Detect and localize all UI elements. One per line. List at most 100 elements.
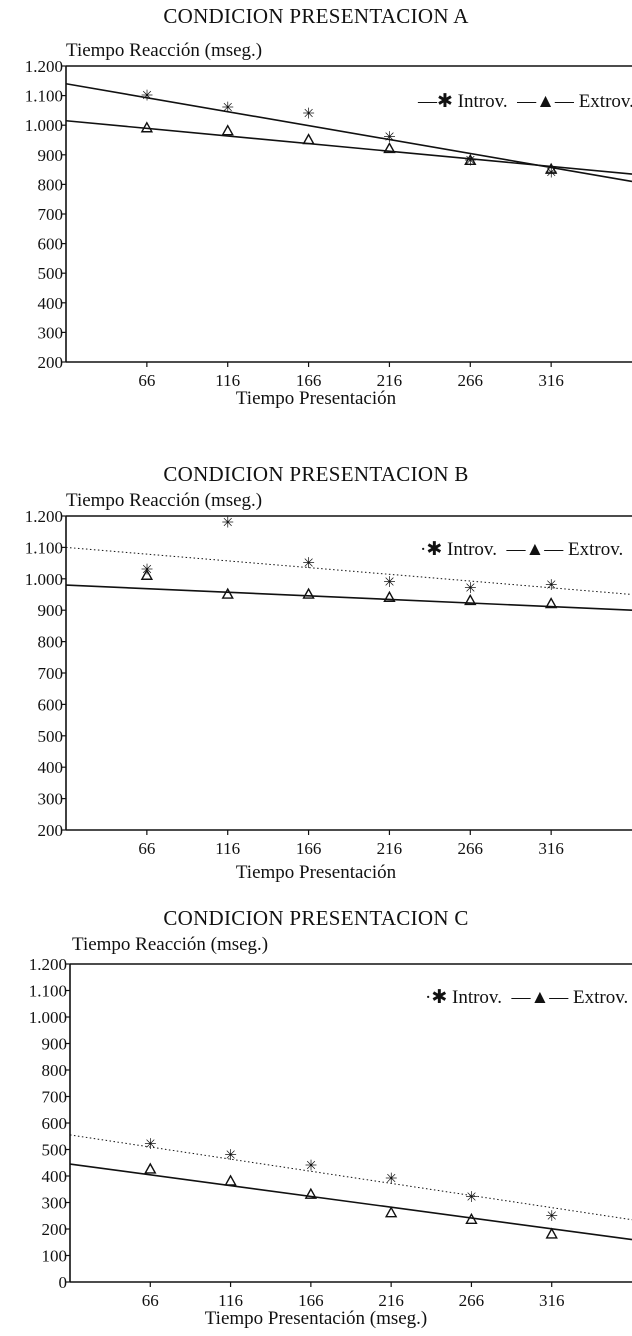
- introv-data-point: ✳: [545, 1207, 558, 1225]
- x-tick-label: 216: [377, 839, 403, 858]
- legend-star-marker: ·✱: [420, 539, 443, 560]
- extrov-data-point: [224, 1174, 237, 1186]
- introv-data-point: ✳: [464, 579, 477, 597]
- y-tick-label: 300: [38, 790, 64, 809]
- introv-trend-line: [65, 546, 632, 595]
- x-tick-label: 166: [296, 839, 322, 858]
- y-tick-label: 400: [42, 1167, 68, 1186]
- y-axis-label: Tiempo Reacción (mseg.): [72, 934, 269, 955]
- y-tick-label: 200: [38, 353, 64, 372]
- y-tick-label: 700: [38, 205, 64, 224]
- y-tick-label: 600: [38, 235, 64, 254]
- legend: ·✱ Introv. —▲— Extrov.: [420, 538, 623, 561]
- extrov-data-point: [383, 142, 396, 154]
- extrov-data-point: [302, 133, 315, 145]
- y-tick-label: 500: [38, 264, 64, 283]
- x-axis-label: Tiempo Presentación: [235, 862, 397, 883]
- plot-area: 200 300 400 500 600 700 800 900 1.000 1.100 1.200 6…: [25, 57, 632, 390]
- y-tick-label: 700: [42, 1088, 68, 1107]
- y-tick-label: 1.000: [25, 116, 63, 135]
- introv-data-point: ✳: [465, 1188, 478, 1206]
- y-tick-label: 900: [38, 146, 64, 165]
- x-tick-label: 66: [138, 371, 155, 390]
- y-tick-label: 600: [38, 695, 64, 714]
- x-tick-label: 66: [138, 839, 155, 858]
- x-tick-label: 116: [215, 371, 240, 390]
- extrov-trend-line: [65, 119, 632, 175]
- chart-panel-c: CONDICION PRESENTACION C Tiempo Reacción…: [0, 890, 632, 1336]
- y-tick-label: 400: [38, 758, 64, 777]
- x-tick-label: 216: [377, 371, 403, 390]
- y-tick-label: 400: [38, 294, 64, 313]
- extrov-data-point: [140, 568, 154, 580]
- y-tick-label: 500: [38, 727, 64, 746]
- extrov-trend-line: [65, 584, 632, 611]
- y-tick-label: 300: [42, 1194, 68, 1213]
- legend-star-marker: —✱: [418, 91, 453, 112]
- introv-data-point: ✳: [464, 152, 477, 170]
- y-tick-label: 100: [42, 1247, 68, 1266]
- extrov-data-point: [221, 124, 234, 136]
- y-tick-label: 1.200: [25, 507, 63, 526]
- chart-panel-b: CONDICION PRESENTACION B Tiempo Reacción…: [0, 440, 632, 890]
- introv-data-point: ✳: [141, 87, 154, 105]
- x-tick-label: 266: [458, 371, 484, 390]
- chart-title: CONDICION PRESENTACION C: [163, 906, 469, 930]
- extrov-data-point: [302, 587, 315, 599]
- legend-label-introv: Introv.: [452, 987, 502, 1008]
- legend-label-extrov: Extrov.: [573, 987, 629, 1008]
- introv-data-point: ✳: [383, 573, 396, 591]
- plot-area: 200 300 400 500 600 700 800 900 1.000 1.100 1.200 6…: [25, 507, 632, 858]
- legend-triangle-marker: —▲—: [501, 539, 564, 560]
- extrov-data-point: [464, 593, 477, 606]
- y-tick-label: 1.200: [29, 955, 67, 974]
- extrov-data-point: [465, 1212, 478, 1225]
- x-tick-label: 316: [538, 371, 564, 390]
- legend-triangle-marker: —▲—: [506, 987, 569, 1008]
- y-tick-label: 200: [42, 1220, 68, 1239]
- x-tick-label: 116: [215, 839, 240, 858]
- extrov-data-point: [140, 121, 154, 133]
- introv-data-point: ✳: [302, 554, 315, 572]
- introv-trend-line: [69, 1134, 632, 1221]
- x-axis-label: Tiempo Presentación (mseg.): [204, 1308, 428, 1329]
- legend-triangle-marker: —▲—: [512, 91, 574, 112]
- extrov-data-point: [384, 1206, 398, 1218]
- x-tick-label: 316: [539, 1291, 565, 1310]
- extrov-trend-line: [69, 1163, 632, 1241]
- x-tick-label: 166: [296, 371, 322, 390]
- introv-data-point: ✳: [545, 576, 558, 594]
- y-tick-label: 300: [38, 323, 64, 342]
- y-tick-label: 600: [42, 1114, 68, 1133]
- y-axis-label: Tiempo Reacción (mseg.): [66, 40, 263, 61]
- y-tick-label: 700: [38, 664, 64, 683]
- introv-data-point: ✳: [383, 128, 396, 146]
- introv-data-point: ✳: [144, 1135, 157, 1153]
- x-axis-label: Tiempo Presentación: [235, 388, 397, 409]
- y-tick-label: 1.100: [25, 87, 63, 106]
- y-axis-label: Tiempo Reacción (mseg.): [66, 490, 263, 511]
- introv-data-point: ✳: [221, 513, 234, 531]
- introv-data-point: ✳: [224, 1146, 237, 1164]
- introv-data-point: ✳: [305, 1156, 318, 1174]
- extrov-data-point: [544, 597, 558, 609]
- x-tick-label: 316: [538, 839, 564, 858]
- y-tick-label: 900: [42, 1035, 68, 1054]
- y-tick-label: 1.000: [25, 570, 63, 589]
- extrov-data-point: [464, 153, 477, 166]
- extrov-data-point: [221, 587, 234, 599]
- introv-data-point: ✳: [302, 104, 315, 122]
- chart-title: CONDICION PRESENTACION A: [163, 4, 469, 28]
- x-tick-label: 266: [458, 839, 484, 858]
- legend-star-marker: ·✱: [425, 987, 448, 1008]
- y-tick-label: 900: [38, 601, 64, 620]
- y-tick-label: 0: [59, 1273, 68, 1292]
- x-tick-label: 116: [218, 1291, 243, 1310]
- extrov-data-point: [304, 1187, 318, 1199]
- legend-label-introv: Introv.: [457, 91, 508, 112]
- y-tick-label: 1.000: [29, 1008, 67, 1027]
- introv-data-point: ✳: [385, 1170, 398, 1188]
- extrov-data-point: [383, 590, 396, 602]
- x-tick-label: 66: [142, 1291, 159, 1310]
- y-tick-label: 1.200: [25, 57, 63, 76]
